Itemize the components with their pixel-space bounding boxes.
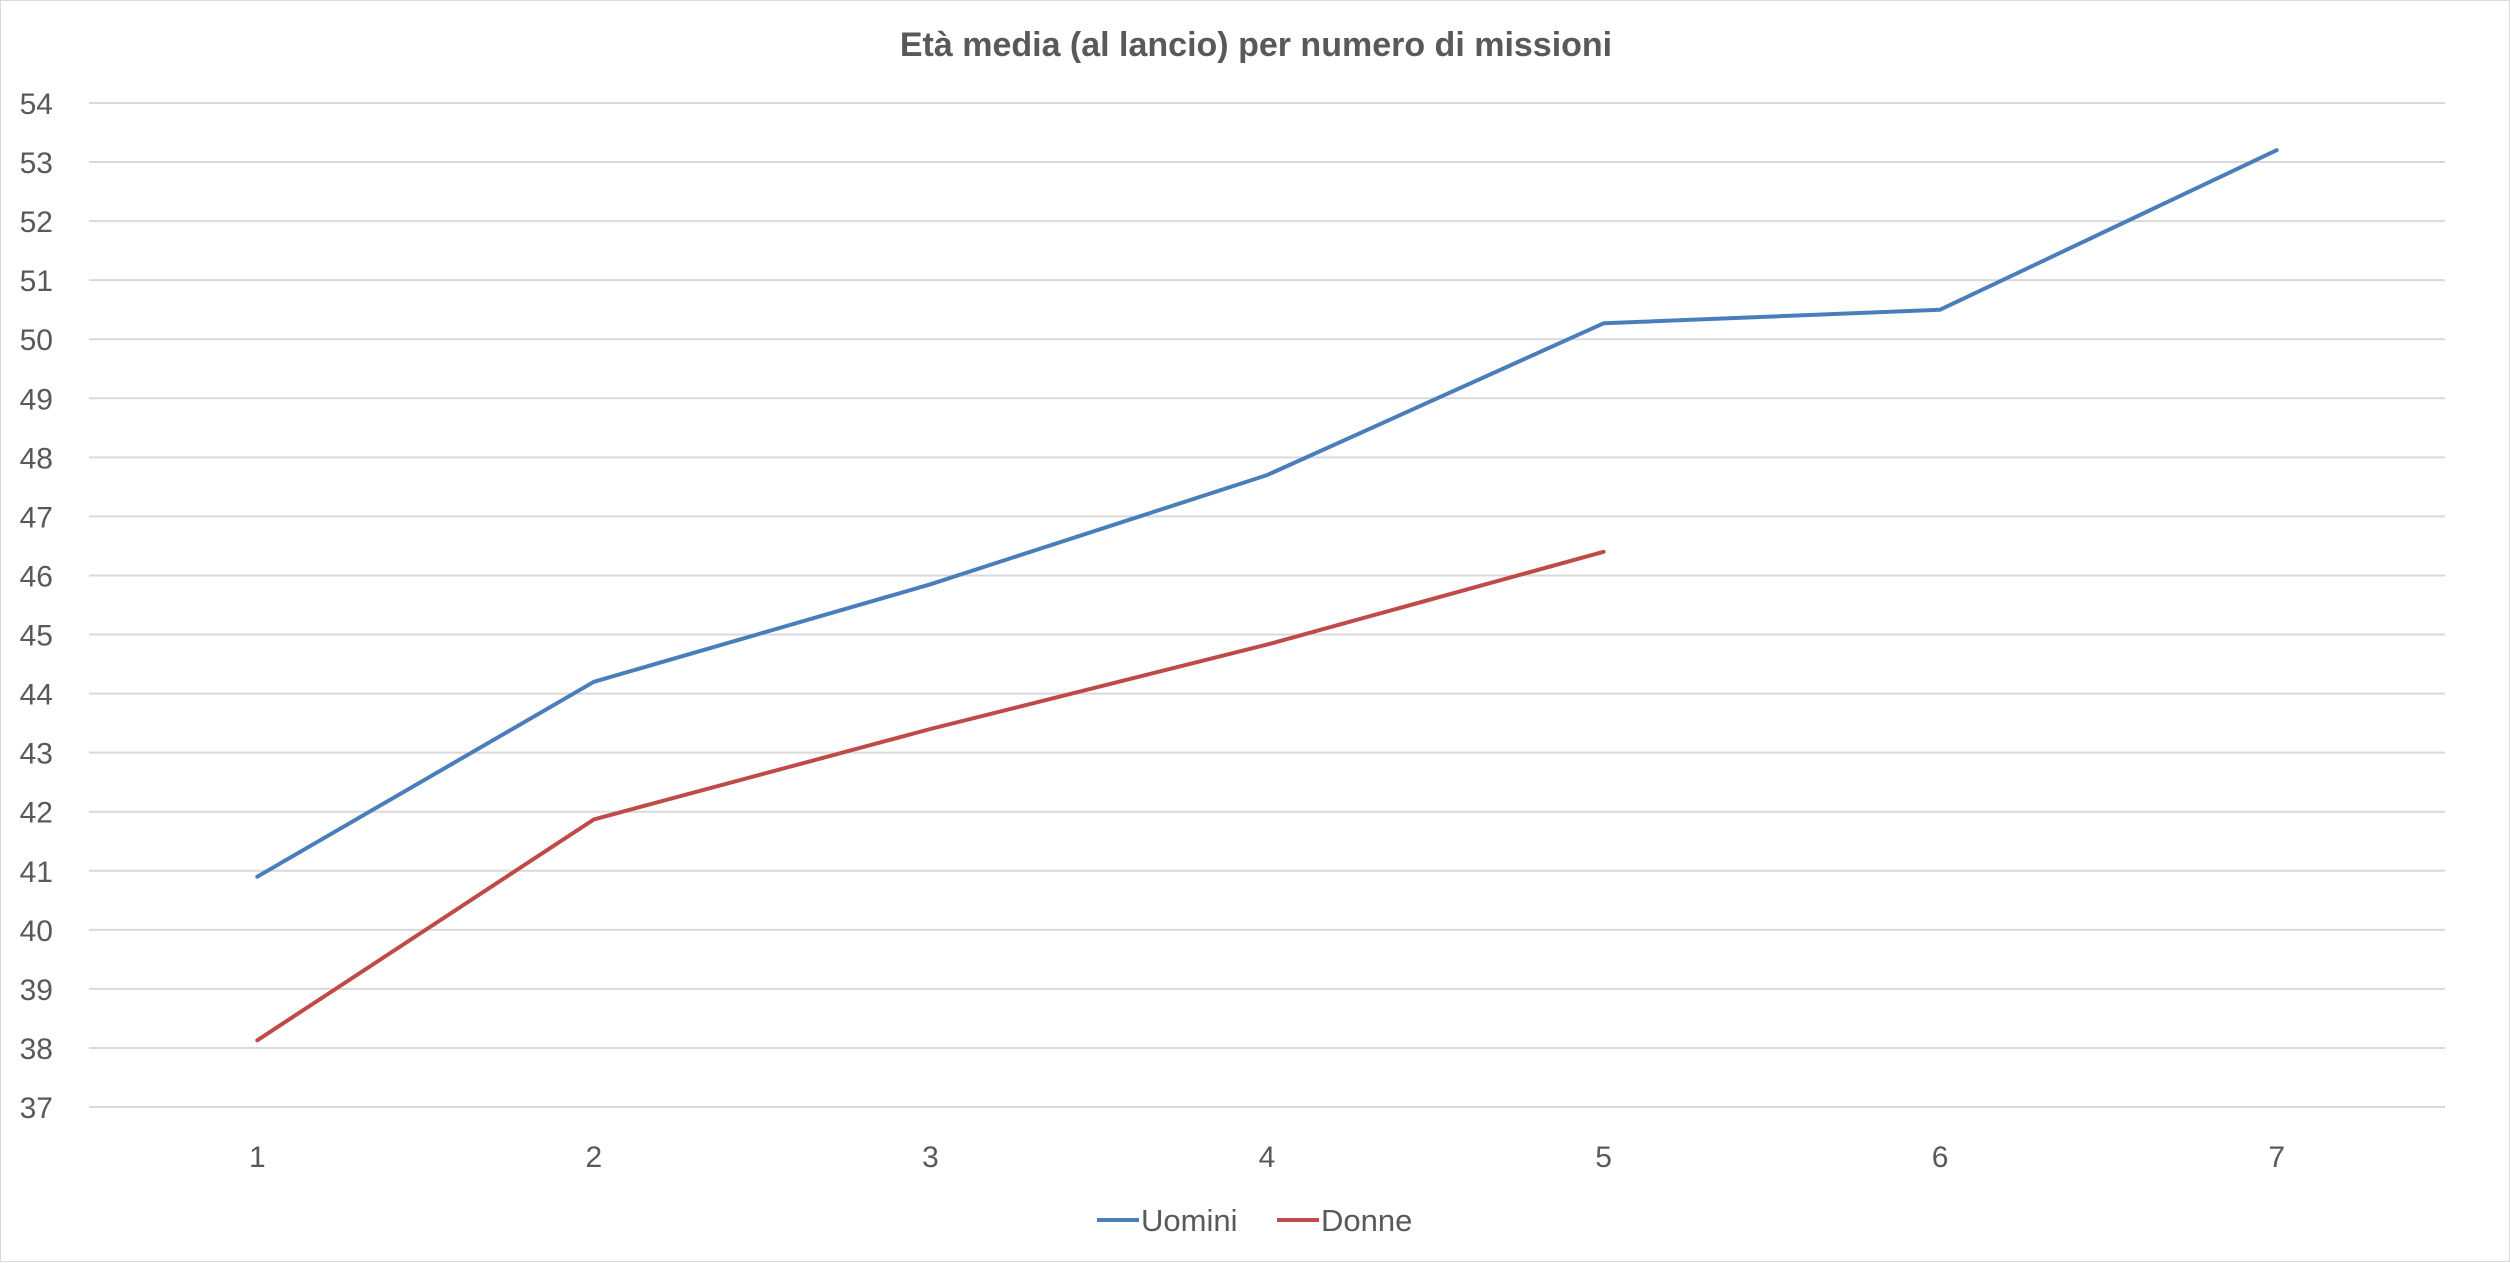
y-tick-label: 49 bbox=[20, 383, 53, 416]
y-axis-ticks: 37 38 39 40 41 42 43 44 45 46 47 48 49 50 51 52 53 54 bbox=[20, 88, 53, 1125]
y-tick-label: 50 bbox=[20, 324, 53, 357]
chart-title: Età media (al lancio) per numero di miss… bbox=[900, 26, 1612, 64]
y-tick-label: 44 bbox=[20, 679, 53, 712]
x-tick-label: 1 bbox=[249, 1141, 266, 1174]
legend: Uomini Donne bbox=[1097, 1203, 1412, 1238]
legend-item-donne: Donne bbox=[1277, 1203, 1412, 1238]
legend-label: Donne bbox=[1321, 1203, 1412, 1238]
x-tick-label: 3 bbox=[922, 1141, 939, 1174]
x-axis-ticks: 1 2 3 4 5 6 7 bbox=[249, 1141, 2285, 1174]
legend-item-uomini: Uomini bbox=[1097, 1203, 1237, 1238]
series-line-donne bbox=[255, 549, 1606, 1043]
y-tick-label: 48 bbox=[20, 442, 53, 475]
x-tick-label: 6 bbox=[1932, 1141, 1949, 1174]
x-tick-label: 2 bbox=[586, 1141, 603, 1174]
y-tick-label: 40 bbox=[20, 915, 53, 948]
y-tick-label: 46 bbox=[20, 560, 53, 593]
y-tick-label: 47 bbox=[20, 501, 53, 534]
y-tick-label: 42 bbox=[20, 797, 53, 830]
y-tick-label: 38 bbox=[20, 1033, 53, 1066]
y-tick-label: 54 bbox=[20, 88, 53, 121]
x-tick-label: 5 bbox=[1595, 1141, 1612, 1174]
y-tick-label: 51 bbox=[20, 265, 53, 298]
y-tick-label: 52 bbox=[20, 206, 53, 239]
x-tick-label: 4 bbox=[1259, 1141, 1276, 1174]
y-tick-label: 43 bbox=[20, 738, 53, 771]
y-tick-label: 41 bbox=[20, 856, 53, 889]
series-lines bbox=[255, 148, 2279, 1043]
y-tick-label: 37 bbox=[20, 1092, 53, 1125]
y-tick-label: 39 bbox=[20, 974, 53, 1007]
series-line-uomini bbox=[255, 148, 2279, 879]
gridlines bbox=[89, 102, 2445, 1108]
y-tick-label: 45 bbox=[20, 620, 53, 653]
x-tick-label: 7 bbox=[2268, 1141, 2285, 1174]
y-tick-label: 53 bbox=[20, 147, 53, 180]
legend-label: Uomini bbox=[1141, 1203, 1237, 1238]
